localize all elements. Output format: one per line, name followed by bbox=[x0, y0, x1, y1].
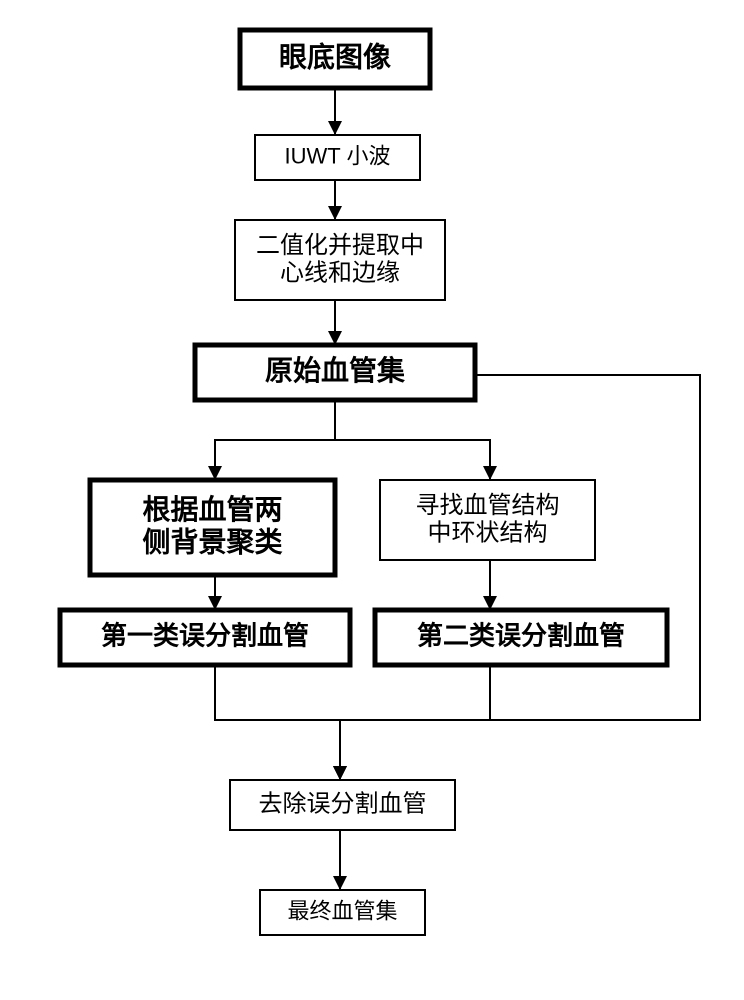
flow-node-label: 心线和边缘 bbox=[280, 259, 400, 286]
flow-node-label: IUWT 小波 bbox=[285, 144, 391, 169]
flow-node-label: 二值化并提取中 bbox=[256, 232, 424, 259]
flow-node-label: 侧背景聚类 bbox=[142, 526, 282, 557]
flow-node-label: 中环状结构 bbox=[428, 519, 548, 546]
flow-node-label: 最终血管集 bbox=[287, 899, 397, 924]
flow-node-label: 原始血管集 bbox=[265, 354, 405, 386]
flow-node-label: 第二类误分割血管 bbox=[417, 621, 625, 651]
flow-node-label: 第一类误分割血管 bbox=[101, 621, 309, 651]
flow-node-label: 去除误分割血管 bbox=[259, 791, 427, 818]
flow-node-label: 眼底图像 bbox=[279, 42, 392, 73]
flow-node-label: 寻找血管结构 bbox=[416, 492, 560, 519]
flow-node-label: 根据血管两 bbox=[142, 493, 282, 525]
